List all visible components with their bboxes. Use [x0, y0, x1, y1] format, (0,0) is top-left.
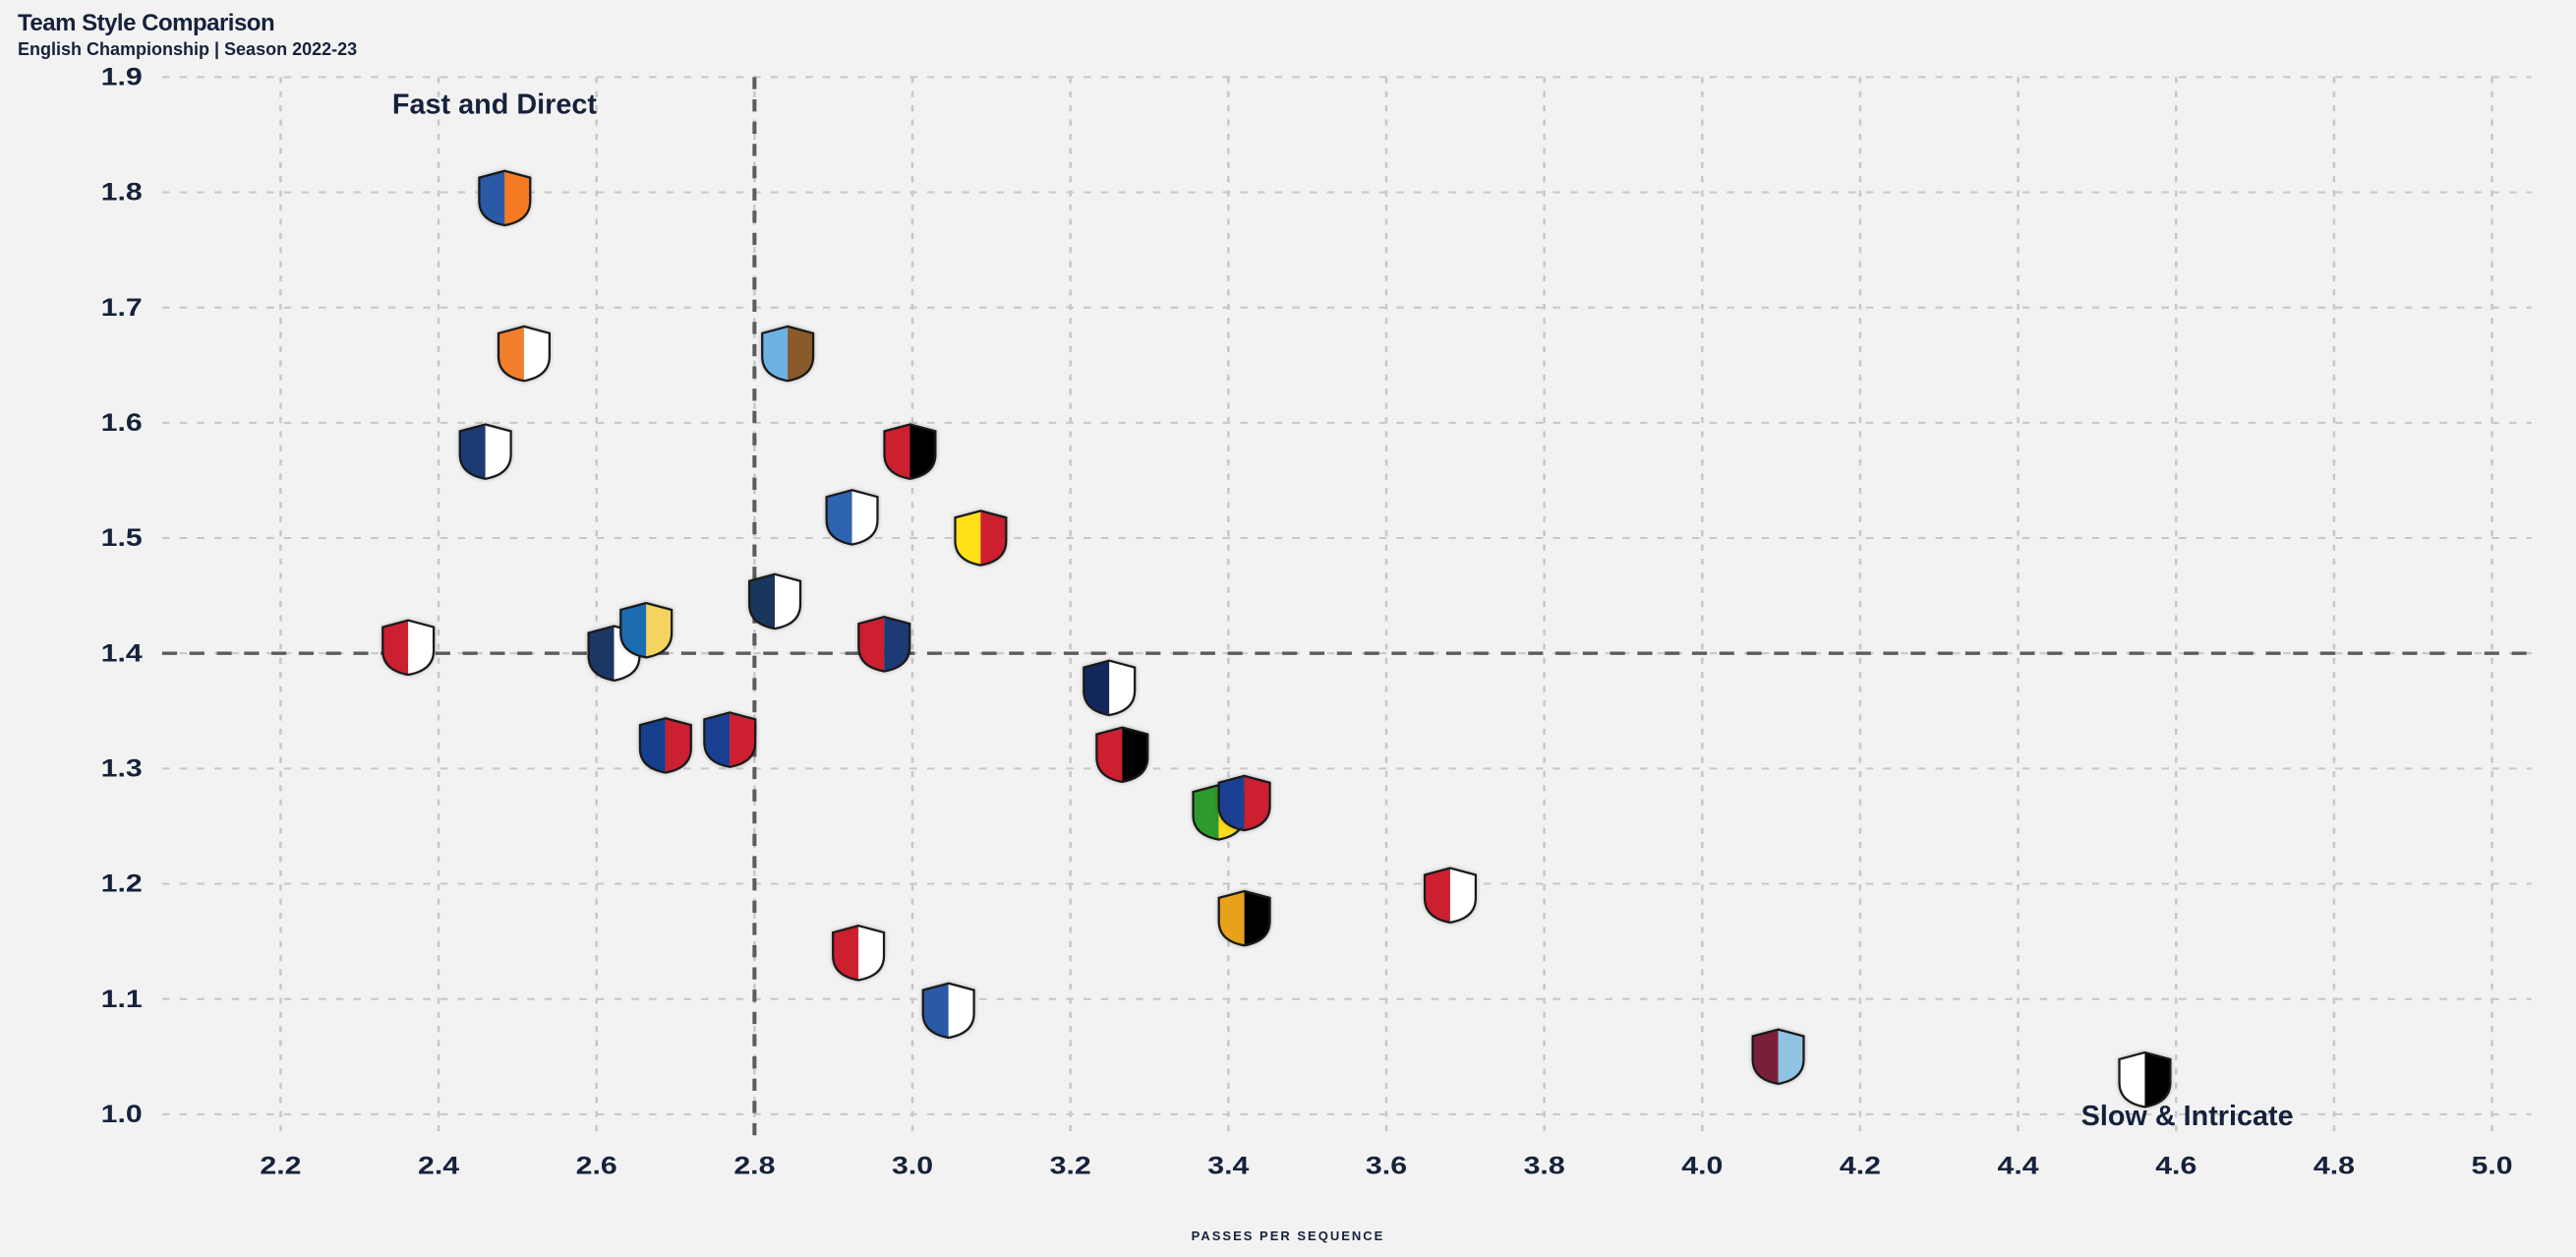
team-badge: Wigan [920, 983, 977, 1040]
team-badge: Birmingham [457, 423, 514, 480]
page-root: Team Style Comparison English Championsh… [0, 0, 2576, 1257]
team-badge: Coventry [759, 326, 816, 383]
team-badge: Swansea [2117, 1051, 2174, 1108]
team-badge: Cardiff [701, 711, 758, 768]
chart-overlay-svg: Fast and Direct Slow & Intricate Rotherham… [73, 65, 2556, 1198]
team-badge: Preston [746, 573, 803, 630]
team-badge: West Brom [1081, 660, 1138, 717]
team-badge: Stoke [855, 616, 912, 673]
team-badge: Reading [637, 717, 694, 774]
team-badge: Rotherham [380, 620, 437, 677]
team-badge: Bristol City [830, 925, 887, 982]
team-badge: Hull [1216, 890, 1273, 947]
team-badge: Watford [953, 509, 1010, 567]
team-badge: Blackpool [496, 326, 553, 383]
x-axis-title: PASSES PER SEQUENCE [1192, 1228, 1385, 1243]
chart-plot-area: 2.22.42.62.83.03.23.43.63.84.04.24.44.64… [73, 65, 2556, 1198]
team-badge: Sunderland [1094, 726, 1151, 783]
team-badge: Sheffield Utd [882, 423, 939, 480]
corner-label-top-left: Fast and Direct [392, 89, 597, 120]
team-badge: Burnley [1750, 1028, 1807, 1085]
titles-block: Team Style Comparison English Championsh… [18, 10, 357, 60]
team-badge: Middlesbrough [1422, 867, 1479, 924]
team-badge: Luton Town [477, 170, 534, 227]
chart-subtitle: English Championship | Season 2022-23 [18, 39, 357, 60]
corner-label-bottom-right: Slow & Intricate [2081, 1101, 2294, 1132]
chart-title: Team Style Comparison [18, 10, 357, 37]
team-badge: QPR [824, 489, 881, 546]
